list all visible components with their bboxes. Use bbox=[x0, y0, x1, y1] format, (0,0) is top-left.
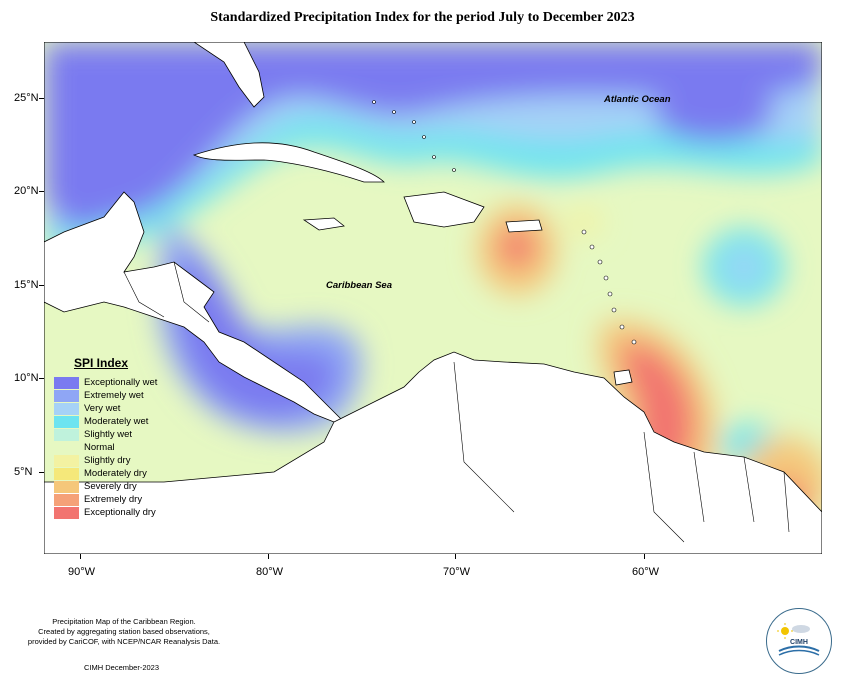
legend-item: Normal bbox=[54, 441, 115, 454]
country-borders bbox=[123, 261, 790, 543]
spi-map: Atlantic Ocean Caribbean Sea bbox=[44, 42, 822, 554]
lon-label-70w: 70°W bbox=[443, 566, 471, 578]
lat-label-5n: 5°N bbox=[14, 466, 33, 478]
spi-map-canvas bbox=[44, 42, 822, 554]
legend-item: Very wet bbox=[54, 402, 120, 415]
lat-tick bbox=[39, 472, 44, 473]
legend-item: Slightly wet bbox=[54, 428, 132, 441]
lat-tick bbox=[39, 378, 44, 379]
lon-label-90w: 90°W bbox=[68, 566, 96, 578]
legend-swatch bbox=[54, 402, 79, 415]
legend-swatch bbox=[54, 506, 79, 519]
lat-tick bbox=[39, 98, 44, 99]
atlantic-label: Atlantic Ocean bbox=[604, 94, 671, 105]
legend-title: SPI Index bbox=[74, 356, 129, 370]
footer-notes: Precipitation Map of the Caribbean Regio… bbox=[4, 617, 244, 647]
legend-label: Severely dry bbox=[84, 481, 137, 492]
legend-item: Exceptionally wet bbox=[54, 376, 157, 389]
legend-label: Exceptionally dry bbox=[84, 507, 156, 518]
logo-text: CIMH bbox=[790, 639, 808, 646]
legend-label: Extremely dry bbox=[84, 494, 143, 505]
legend-label: Moderately dry bbox=[84, 468, 147, 479]
legend-swatch bbox=[54, 389, 79, 402]
legend-swatch bbox=[54, 428, 79, 441]
legend-swatch bbox=[54, 415, 79, 428]
legend-swatch bbox=[54, 441, 79, 454]
footer-credit: CIMH December-2023 bbox=[84, 663, 160, 672]
legend-label: Slightly wet bbox=[84, 429, 133, 440]
legend-item: Extremely dry bbox=[54, 493, 142, 506]
legend-item: Exceptionally dry bbox=[54, 506, 156, 519]
legend-label: Moderately wet bbox=[84, 416, 149, 427]
legend-label: Extremely wet bbox=[84, 390, 144, 401]
lon-tick bbox=[455, 554, 456, 559]
legend-label: Normal bbox=[84, 442, 115, 453]
legend-item: Severely dry bbox=[54, 480, 137, 493]
land-masses bbox=[44, 42, 822, 554]
cimh-logo-art bbox=[777, 623, 820, 656]
legend-swatch bbox=[54, 467, 79, 480]
lat-tick bbox=[39, 285, 44, 286]
cimh-logo: CIMH bbox=[766, 608, 832, 674]
caribbean-label: Caribbean Sea bbox=[326, 280, 392, 291]
lon-label-80w: 80°W bbox=[256, 566, 284, 578]
legend-label: Very wet bbox=[84, 403, 121, 414]
lon-tick bbox=[644, 554, 645, 559]
lesser-antilles bbox=[372, 100, 637, 345]
footer-line-1: Precipitation Map of the Caribbean Regio… bbox=[52, 617, 196, 626]
lat-label-10n: 10°N bbox=[14, 372, 39, 384]
legend-label: Exceptionally wet bbox=[84, 377, 158, 388]
legend-label: Slightly dry bbox=[84, 455, 131, 466]
legend-swatch bbox=[54, 376, 79, 389]
legend-item: Moderately dry bbox=[54, 467, 147, 480]
legend-swatch bbox=[54, 480, 79, 493]
legend-item: Moderately wet bbox=[54, 415, 148, 428]
lon-label-60w: 60°W bbox=[632, 566, 660, 578]
footer-line-3: provided by CariCOF, with NCEP/NCAR Rean… bbox=[27, 637, 221, 646]
legend-item: Slightly dry bbox=[54, 454, 130, 467]
map-title: Standardized Precipitation Index for the… bbox=[210, 10, 635, 25]
lon-tick bbox=[268, 554, 269, 559]
lat-tick bbox=[39, 191, 44, 192]
lat-label-15n: 15°N bbox=[14, 279, 39, 291]
lat-label-20n: 20°N bbox=[14, 185, 39, 197]
legend-swatch bbox=[54, 493, 79, 506]
footer-line-2: Created by aggregating station based obs… bbox=[38, 627, 210, 636]
lon-tick bbox=[80, 554, 81, 559]
lat-label-25n: 25°N bbox=[14, 92, 39, 104]
legend-swatch bbox=[54, 454, 79, 467]
legend-item: Extremely wet bbox=[54, 389, 144, 402]
